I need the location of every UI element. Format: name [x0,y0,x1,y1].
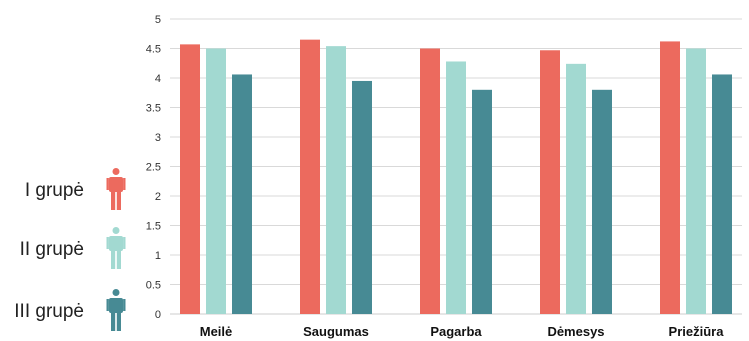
y-axis-ticks: 0 0.5 1 1.5 2 2.5 3 3.5 4 4.5 5 [146,14,161,321]
bar [712,74,732,315]
y-tick-label: 0.5 [146,280,161,292]
y-tick-label: 5 [155,14,161,26]
bar [206,48,226,314]
bar [180,44,200,315]
bar [232,74,252,315]
y-tick-label: 3 [155,132,161,144]
x-category-label: Pagarba [430,324,482,339]
bar [566,63,586,315]
bar [446,61,466,315]
legend-label: I grupė [25,180,84,201]
bar [686,48,706,314]
bars [180,39,732,315]
y-tick-label: 3.5 [146,103,161,115]
x-category-label: Priežiūra [669,324,725,339]
y-tick-label: 2 [155,191,161,203]
person-icon [106,227,126,269]
bar [352,80,372,314]
bar [300,39,320,315]
bar [592,89,612,314]
person-icon [106,289,126,331]
y-tick-label: 1.5 [146,221,161,233]
y-tick-label: 0 [155,309,161,321]
legend-label: II grupė [20,239,84,260]
legend-item: I grupė [25,168,126,210]
y-tick-label: 4 [155,73,161,85]
x-category-label: Meilė [200,324,233,339]
legend-item: II grupė [20,227,126,269]
legend: I grupė II grupė III grupė [14,168,126,331]
legend-item: III grupė [14,289,126,331]
legend-label: III grupė [14,301,84,322]
person-icon [106,168,126,210]
y-tick-label: 4.5 [146,44,161,56]
x-category-label: Saugumas [303,324,369,339]
y-tick-label: 2.5 [146,162,161,174]
x-category-label: Dėmesys [547,324,604,339]
x-axis-categories: Meilė Saugumas Pagarba Dėmesys Priežiūra [200,324,724,339]
bar [660,41,680,315]
bar [540,50,560,315]
bar [472,89,492,314]
y-tick-label: 1 [155,250,161,262]
bar [420,48,440,314]
bar [326,46,346,314]
